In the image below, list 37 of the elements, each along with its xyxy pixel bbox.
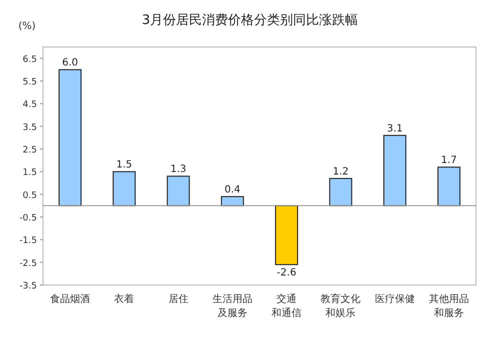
y-tick-label: -2.5: [19, 258, 37, 269]
x-tick-label: 其他用品和服务: [428, 293, 469, 319]
x-tick-label: 生活用品及服务: [212, 293, 252, 319]
data-label: 1.5: [116, 160, 132, 171]
data-label: 6.0: [62, 58, 78, 69]
y-tick-label: 5.5: [22, 78, 37, 88]
x-tick-label: 居住: [168, 294, 188, 305]
bar: [220, 196, 244, 206]
y-axis-title: (%): [18, 21, 36, 32]
data-label: 1.2: [332, 166, 349, 178]
data-label: 1.3: [170, 164, 186, 176]
bar: [437, 166, 460, 206]
chart-title: 3月份居民消费价格分类别同比涨跌幅: [142, 13, 358, 28]
y-tick-label: -3.5: [19, 282, 37, 292]
data-label: -2.6: [276, 268, 296, 279]
data-label: 0.4: [224, 184, 240, 196]
bar: [383, 134, 406, 206]
bar: [58, 69, 82, 206]
x-tick-label: 衣着: [114, 293, 134, 305]
bar: [112, 171, 136, 206]
y-tick-label: -1.5: [19, 236, 37, 246]
y-tick-label: 0.5: [22, 190, 37, 201]
y-tick-label: 4.5: [22, 100, 37, 110]
x-tick-label: 医疗保健: [374, 293, 415, 305]
y-tick-label: 1.5: [22, 168, 37, 178]
y-tick-label: 2.5: [22, 146, 37, 156]
x-tick-label: 交通和通信: [272, 293, 302, 319]
x-tick-label: 教育文化和娱乐: [320, 293, 361, 319]
y-tick-label: -0.5: [19, 214, 37, 224]
bar: [329, 178, 352, 206]
y-tick-label: 6.5: [22, 54, 37, 65]
bar: [275, 205, 298, 266]
data-label: 3.1: [386, 123, 403, 134]
x-tick-label: 食品烟酒: [50, 293, 90, 305]
bar: [166, 176, 190, 206]
y-tick-label: 3.5: [22, 122, 37, 133]
data-label: 1.7: [440, 155, 457, 166]
